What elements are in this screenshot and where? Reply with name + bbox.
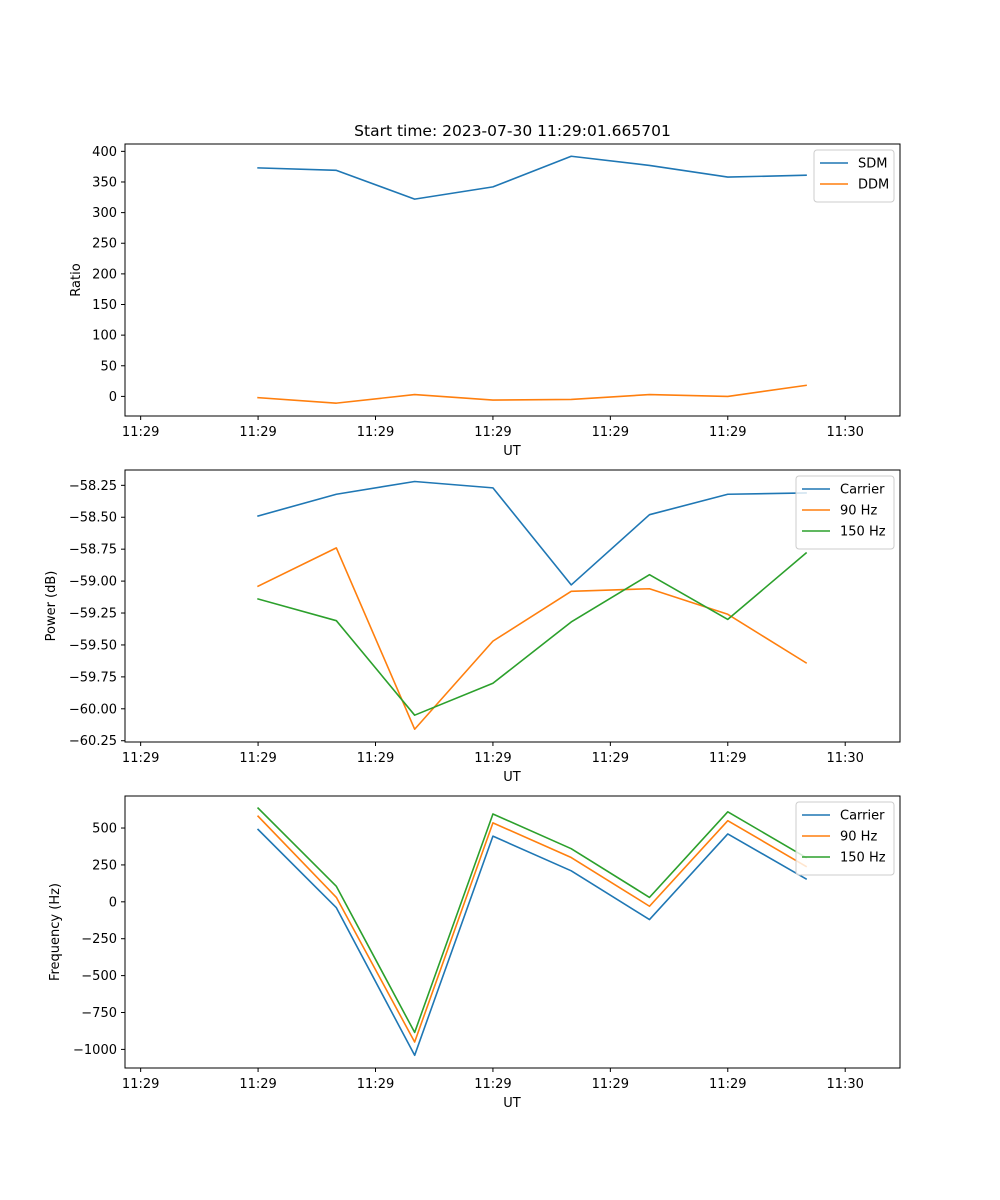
series-line-150-hz [257, 551, 808, 716]
series-line-ddm [257, 384, 807, 404]
x-tick-label: 11:29 [709, 425, 746, 440]
x-tick-label: 11:29 [357, 1077, 394, 1092]
legend: Carrier 90 Hz 150 Hz [795, 475, 895, 550]
series-line-sdm [257, 155, 807, 200]
series-line-90-hz [256, 815, 808, 1043]
x-tick-label: 11:29 [709, 1077, 746, 1092]
y-tick-label: −750 [81, 1006, 117, 1021]
x-axis-label: UT [503, 1096, 521, 1111]
y-tick-label: 200 [92, 267, 117, 282]
axes-frame [124, 469, 901, 743]
y-tick-label: −58.25 [69, 479, 117, 494]
y-tick-label: 250 [92, 858, 117, 873]
x-tick-label: 11:29 [592, 1077, 629, 1092]
x-tick-label: 11:29 [122, 751, 159, 766]
y-axis-label: Power (dB) [44, 571, 59, 642]
chart-title: Start time: 2023-07-30 11:29:01.665701 [354, 122, 671, 140]
x-tick-label: 11:29 [592, 751, 629, 766]
y-tick-label: 400 [92, 145, 117, 160]
y-axis-label: Ratio [69, 263, 84, 296]
y-tick-label: −59.00 [69, 575, 117, 590]
legend-label: DDM [858, 178, 889, 193]
series-line-90-hz [257, 547, 808, 731]
y-tick-label: 0 [109, 895, 117, 910]
legend: SDM DDM [813, 149, 895, 203]
legend-label: 90 Hz [840, 504, 877, 519]
series-line-carrier [256, 828, 808, 1057]
y-tick-label: 500 [92, 822, 117, 837]
x-tick-label: 11:29 [239, 1077, 276, 1092]
x-tick-label: 11:29 [357, 751, 394, 766]
x-tick-label: 11:29 [474, 425, 511, 440]
x-tick-label: 11:29 [122, 425, 159, 440]
y-tick-label: −500 [81, 969, 117, 984]
series-line-carrier [257, 480, 807, 586]
x-axis-label: UT [503, 770, 521, 785]
y-tick-label: −250 [81, 932, 117, 947]
x-axis-label: UT [503, 444, 521, 459]
series-line-150-hz [256, 806, 808, 1034]
y-tick-label: 350 [92, 175, 117, 190]
legend-label: 150 Hz [840, 851, 886, 866]
y-tick-label: −58.75 [69, 543, 117, 558]
x-tick-label: 11:29 [474, 1077, 511, 1092]
y-tick-label: 0 [109, 390, 117, 405]
x-tick-label: 11:29 [709, 751, 746, 766]
x-tick-label: 11:30 [826, 1077, 863, 1092]
x-tick-label: 11:30 [826, 751, 863, 766]
y-tick-label: 50 [100, 359, 117, 374]
y-tick-label: 100 [92, 329, 117, 344]
axes-frame [124, 795, 901, 1069]
x-tick-label: 11:29 [592, 425, 629, 440]
legend-label: Carrier [840, 483, 885, 498]
x-tick-label: 11:29 [239, 751, 276, 766]
x-tick-label: 11:29 [122, 1077, 159, 1092]
subplot-3: 11:29 11:29 11:29 11:29 11:29 11:29 11:30 −1000… [48, 795, 901, 1111]
axes-frame [124, 143, 901, 417]
legend-label: 90 Hz [840, 830, 877, 845]
plot-layer: 11:29 11:29 11:29 11:29 11:29 11:29 11:30 0 50 10… [44, 143, 901, 1111]
y-tick-label: −1000 [73, 1043, 117, 1058]
legend-label: SDM [858, 157, 887, 172]
subplot-1: 11:29 11:29 11:29 11:29 11:29 11:29 11:30 0 50 10… [69, 143, 901, 459]
y-tick-label: −60.00 [69, 702, 117, 717]
y-tick-label: 150 [92, 298, 117, 313]
y-tick-label: 250 [92, 237, 117, 252]
x-tick-label: 11:30 [826, 425, 863, 440]
x-tick-label: 11:29 [239, 425, 276, 440]
y-tick-label: −59.50 [69, 638, 117, 653]
x-tick-label: 11:29 [474, 751, 511, 766]
legend: Carrier 90 Hz 150 Hz [795, 801, 895, 876]
y-tick-label: 300 [92, 206, 117, 221]
legend-label: 150 Hz [840, 525, 886, 540]
y-tick-label: −59.75 [69, 670, 117, 685]
x-tick-label: 11:29 [357, 425, 394, 440]
y-axis-label: Frequency (Hz) [48, 883, 63, 981]
y-tick-label: −58.50 [69, 511, 117, 526]
y-tick-label: −59.25 [69, 607, 117, 622]
subplot-2: 11:29 11:29 11:29 11:29 11:29 11:29 11:30 −60.2… [44, 469, 901, 785]
y-tick-label: −60.25 [69, 734, 117, 749]
legend-label: Carrier [840, 809, 885, 824]
